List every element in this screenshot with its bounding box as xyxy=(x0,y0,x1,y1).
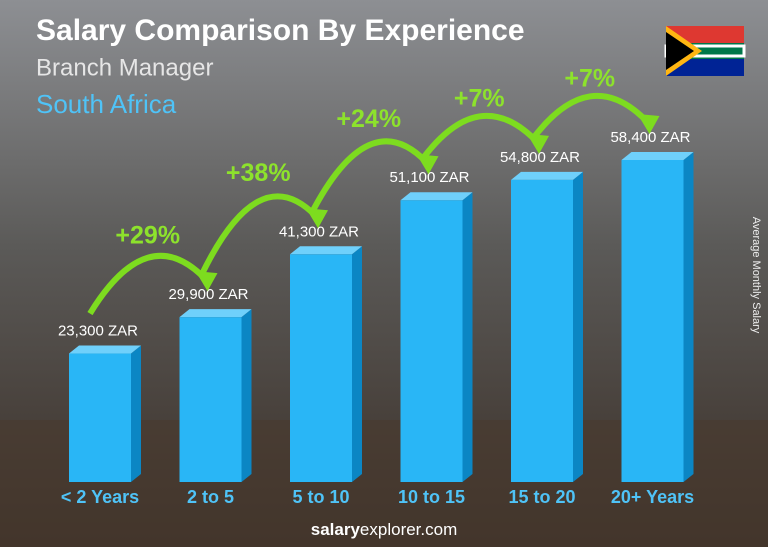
change-arrow xyxy=(308,138,429,216)
x-tick-label: 15 to 20 xyxy=(508,487,575,507)
bar-side xyxy=(683,152,694,482)
change-label: +7% xyxy=(454,84,505,112)
change-arrow xyxy=(529,92,650,142)
bar xyxy=(511,179,573,483)
value-label: 58,400 ZAR xyxy=(610,129,690,146)
bar xyxy=(621,160,684,482)
bar xyxy=(290,254,352,482)
subtitle: Branch Manager xyxy=(36,54,213,81)
value-label: 29,900 ZAR xyxy=(168,286,248,303)
value-label: 23,300 ZAR xyxy=(58,322,138,339)
footer-domain: explorer.com xyxy=(360,520,457,539)
bar-top xyxy=(290,246,362,255)
x-tick-label: 5 to 10 xyxy=(292,487,349,507)
location: South Africa xyxy=(36,89,177,119)
change-label: +24% xyxy=(336,105,401,133)
bar-top xyxy=(179,309,252,318)
bar-side xyxy=(241,309,252,482)
change-arrowhead xyxy=(637,114,660,134)
bar-top xyxy=(511,171,583,180)
value-label: 54,800 ZAR xyxy=(500,149,580,166)
change-arrow xyxy=(419,112,540,163)
flag xyxy=(664,26,746,76)
bar-top xyxy=(69,345,141,354)
x-tick-label: 10 to 15 xyxy=(398,487,465,507)
footer: salaryexplorer.com xyxy=(311,520,458,539)
bar-top xyxy=(621,152,694,160)
bar-side xyxy=(352,246,362,482)
change-label: +7% xyxy=(564,65,615,93)
x-tick-label: < 2 Years xyxy=(61,487,139,507)
bar-top xyxy=(400,192,473,201)
bar-side xyxy=(131,345,141,482)
x-tick-label: 2 to 5 xyxy=(187,487,234,507)
value-label: 51,100 ZAR xyxy=(389,169,469,186)
change-arrow xyxy=(87,252,208,316)
bar-side xyxy=(573,171,583,483)
change-label: +38% xyxy=(226,159,291,187)
x-tick-label: 20+ Years xyxy=(611,487,694,507)
bar xyxy=(400,200,463,482)
y-axis-label: Average Monthly Salary xyxy=(750,217,762,334)
change-label: +29% xyxy=(115,222,180,250)
bar xyxy=(69,353,131,482)
value-label: 41,300 ZAR xyxy=(279,223,359,240)
footer-brand: salary xyxy=(311,520,361,539)
change-arrow xyxy=(197,193,319,279)
bar xyxy=(179,317,242,482)
bar-side xyxy=(462,192,473,482)
chart-title: Salary Comparison By Experience xyxy=(36,14,525,47)
